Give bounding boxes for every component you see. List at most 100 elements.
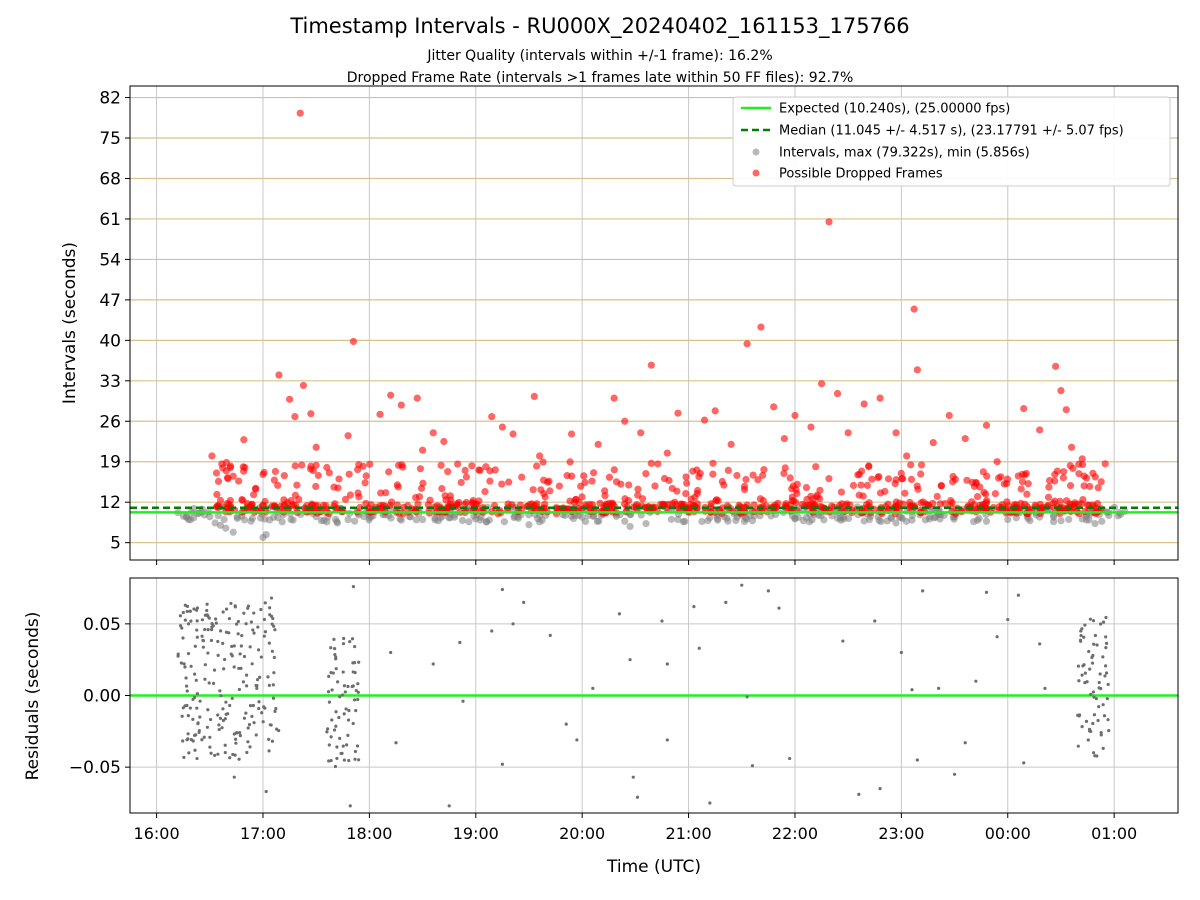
residual-point bbox=[1083, 671, 1087, 675]
residual-point bbox=[1089, 729, 1093, 734]
residual-point bbox=[186, 732, 190, 736]
dropped-frame-point bbox=[388, 498, 396, 506]
interval-point bbox=[860, 517, 868, 525]
dropped-frame-point bbox=[724, 466, 732, 475]
residual-point bbox=[326, 690, 331, 694]
interval-point bbox=[412, 516, 420, 524]
dropped-frame-point bbox=[291, 462, 299, 470]
dropped-frame-point bbox=[876, 394, 884, 402]
dropped-frame-point bbox=[700, 416, 709, 424]
top-y-tick-label: 75 bbox=[99, 129, 121, 149]
dropped-frame-point bbox=[594, 440, 602, 448]
dropped-frame-point bbox=[488, 413, 496, 421]
residual-point bbox=[217, 723, 221, 727]
legend-box bbox=[732, 96, 1171, 187]
dropped-frame-point bbox=[929, 439, 937, 447]
residual-point bbox=[244, 622, 248, 626]
dropped-frame-point bbox=[482, 463, 490, 471]
residual-point bbox=[271, 616, 275, 621]
dropped-frame-point bbox=[633, 501, 641, 509]
residual-point bbox=[221, 707, 225, 711]
residual-point bbox=[344, 707, 348, 711]
residual-point bbox=[208, 745, 212, 749]
dropped-frame-point bbox=[365, 504, 373, 512]
dropped-frame-point bbox=[949, 478, 957, 486]
residual-point bbox=[270, 622, 274, 626]
residual-point bbox=[332, 637, 336, 641]
dropped-frame-point bbox=[1018, 478, 1027, 486]
interval-point bbox=[1098, 517, 1106, 525]
residual-point bbox=[327, 743, 331, 747]
residual-point bbox=[974, 679, 978, 683]
residual-point bbox=[1096, 718, 1100, 723]
dropped-frame-point bbox=[759, 471, 767, 479]
residual-point bbox=[341, 670, 345, 674]
residual-point bbox=[252, 611, 256, 615]
residual-point bbox=[178, 614, 183, 618]
residual-point bbox=[216, 752, 220, 756]
residual-point bbox=[431, 662, 435, 666]
dropped-frame-point bbox=[280, 472, 288, 480]
residual-point bbox=[356, 682, 360, 686]
dropped-frame-point bbox=[397, 401, 405, 409]
dropped-frame-point bbox=[674, 409, 682, 417]
residual-point bbox=[266, 675, 270, 679]
dropped-frame-point bbox=[749, 471, 757, 479]
dropped-frame-point bbox=[786, 474, 794, 482]
residual-point bbox=[1038, 642, 1042, 646]
dropped-frame-point bbox=[341, 495, 350, 503]
dropped-frame-point bbox=[919, 498, 927, 506]
dropped-frame-point bbox=[216, 496, 225, 505]
residual-point bbox=[207, 681, 211, 685]
residual-point bbox=[269, 596, 274, 600]
residual-point bbox=[841, 639, 845, 643]
dropped-frame-point bbox=[461, 466, 469, 475]
residual-point bbox=[249, 620, 253, 624]
residual-point bbox=[180, 714, 184, 718]
dropped-frame-point bbox=[1077, 500, 1086, 508]
residual-point bbox=[351, 721, 355, 726]
residual-point bbox=[196, 722, 200, 726]
interval-point bbox=[704, 516, 712, 525]
x-tick-label: 00:00 bbox=[985, 824, 1031, 843]
residual-y-tick-label: −0.05 bbox=[69, 758, 121, 778]
residual-point bbox=[564, 722, 568, 726]
dropped-frame-point bbox=[581, 478, 589, 487]
residual-point bbox=[242, 654, 247, 659]
residual-point bbox=[660, 619, 664, 623]
residual-point bbox=[228, 703, 232, 708]
residual-point bbox=[1101, 703, 1105, 707]
dropped-frame-point bbox=[663, 449, 671, 457]
residual-point bbox=[347, 758, 351, 763]
interval-point bbox=[1091, 519, 1099, 528]
interval-point bbox=[679, 518, 688, 526]
top-y-tick-label: 33 bbox=[99, 372, 121, 392]
dropped-frame-point bbox=[330, 483, 338, 491]
residual-point bbox=[195, 706, 199, 710]
dropped-frame-point bbox=[586, 500, 594, 508]
interval-point bbox=[229, 528, 237, 536]
residual-point bbox=[195, 619, 199, 623]
residual-point bbox=[213, 753, 217, 757]
residual-point bbox=[340, 751, 344, 755]
residual-point bbox=[331, 671, 335, 675]
residual-point bbox=[777, 606, 781, 610]
dropped-frame-point bbox=[621, 417, 629, 425]
dropped-frame-point bbox=[1024, 480, 1032, 488]
residual-point bbox=[262, 634, 266, 638]
dropped-frame-point bbox=[377, 489, 385, 497]
residual-point bbox=[1092, 713, 1097, 717]
residual-point bbox=[1103, 674, 1107, 678]
residual-point bbox=[350, 684, 354, 689]
dropped-frame-point bbox=[844, 429, 852, 437]
residual-point bbox=[188, 706, 192, 710]
dropped-frame-point bbox=[1075, 460, 1083, 468]
residual-point bbox=[208, 735, 212, 739]
residual-point bbox=[591, 686, 595, 690]
dropped-frame-point bbox=[469, 499, 477, 508]
residual-point bbox=[351, 670, 355, 674]
legend-intervals-label: Intervals, max (79.322s), min (5.856s) bbox=[779, 146, 1030, 161]
top-y-tick-label: 26 bbox=[99, 412, 121, 432]
interval-point bbox=[510, 513, 518, 522]
residual-point bbox=[341, 642, 346, 646]
